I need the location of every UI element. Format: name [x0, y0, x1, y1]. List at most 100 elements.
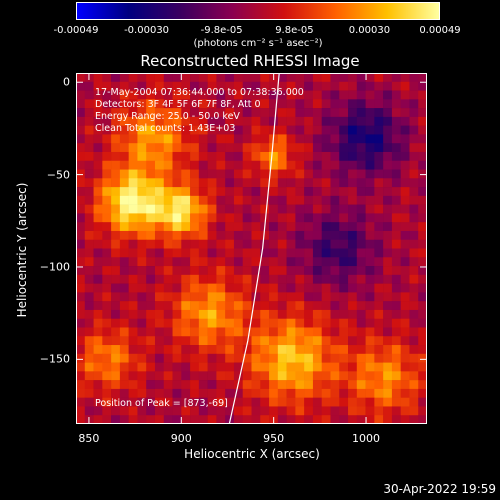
heatmap-cell	[260, 362, 270, 372]
heatmap-cell	[163, 248, 173, 258]
heatmap-cell	[365, 178, 375, 188]
heatmap-cell	[128, 257, 138, 267]
heatmap-cell	[190, 195, 200, 205]
heatmap-cell	[119, 90, 129, 100]
colorbar-tick-label: 9.8e-05	[275, 25, 314, 36]
heatmap-cell	[233, 178, 244, 188]
heatmap-cell	[304, 388, 314, 398]
heatmap-cell	[163, 318, 173, 328]
heatmap-cell	[418, 187, 427, 197]
heatmap-cell	[269, 345, 279, 355]
heatmap-cell	[128, 90, 138, 100]
heatmap-cell	[295, 362, 305, 372]
heatmap-cell	[128, 213, 138, 223]
heatmap-cell	[225, 371, 235, 381]
heatmap-cell	[251, 327, 261, 337]
heatmap-cell	[128, 362, 138, 372]
heatmap-cell	[242, 169, 252, 179]
heatmap-cell	[286, 309, 296, 320]
heatmap-cell	[111, 353, 121, 363]
heatmap-cell	[207, 380, 217, 390]
heatmap-cell	[163, 371, 173, 381]
heatmap-cell	[216, 125, 226, 135]
heatmap-cell	[321, 143, 331, 153]
heatmap-cell	[339, 90, 349, 100]
heatmap-cell	[207, 318, 217, 328]
heatmap-cell	[391, 116, 401, 126]
heatmap-cell	[190, 371, 200, 381]
heatmap-cell	[251, 108, 261, 118]
heatmap-cell	[111, 116, 121, 126]
heatmap-cell	[190, 230, 200, 241]
heatmap-cell	[207, 116, 217, 126]
heatmap-cell	[172, 160, 182, 170]
heatmap-cell	[374, 99, 384, 109]
heatmap-cell	[181, 380, 191, 390]
heatmap-cell	[365, 116, 375, 126]
heatmap-cell	[216, 99, 226, 109]
heatmap-cell	[295, 143, 305, 153]
heatmap-cell	[400, 125, 410, 135]
heatmap-cell	[163, 73, 173, 83]
heatmap-cell	[242, 125, 252, 135]
heatmap-cell	[225, 195, 235, 205]
heatmap-cell	[356, 99, 366, 109]
heatmap-cell	[119, 362, 129, 372]
heatmap-cell	[198, 353, 208, 363]
heatmap-cell	[409, 125, 419, 135]
heatmap-cell	[391, 160, 401, 170]
heatmap-cell	[198, 397, 208, 407]
heatmap-cell	[409, 301, 419, 311]
heatmap-cell	[356, 222, 366, 232]
heatmap-cell	[400, 415, 410, 424]
heatmap-cell	[225, 345, 235, 355]
heatmap-cell	[146, 301, 156, 311]
heatmap-cell	[277, 239, 287, 249]
heatmap-cell	[400, 160, 410, 170]
heatmap-cell	[269, 143, 279, 153]
heatmap-cell	[365, 195, 375, 205]
heatmap-cell	[400, 266, 410, 276]
heatmap-cell	[119, 204, 129, 214]
heatmap-cell	[383, 353, 393, 363]
heatmap-cell	[286, 187, 296, 197]
heatmap-cell	[119, 169, 129, 179]
heatmap-cell	[330, 204, 340, 214]
heatmap-cell	[348, 195, 358, 205]
heatmap-cell	[374, 81, 384, 91]
heatmap-cell	[312, 160, 323, 170]
heatmap-cell	[128, 143, 138, 153]
heatmap-cell	[163, 274, 173, 284]
heatmap-cell	[102, 257, 112, 267]
heatmap-cell	[111, 125, 121, 135]
heatmap-cell	[84, 283, 94, 293]
heatmap-cell	[374, 178, 384, 188]
heatmap-cell	[304, 397, 314, 407]
heatmap-cell	[137, 309, 147, 320]
heatmap-cell	[190, 292, 200, 302]
heatmap-cell	[251, 116, 261, 126]
heatmap-cell	[409, 230, 419, 241]
heatmap-cell	[76, 99, 86, 109]
heatmap-cell	[233, 292, 244, 302]
heatmap-cell	[295, 380, 305, 390]
heatmap-cell	[295, 257, 305, 267]
heatmap-cell	[137, 415, 147, 424]
heatmap-cell	[418, 301, 427, 311]
heatmap-cell	[348, 292, 358, 302]
heatmap-cell	[391, 222, 401, 232]
heatmap-cell	[207, 388, 217, 398]
heatmap-cell	[154, 336, 165, 346]
heatmap-cell	[400, 187, 410, 197]
heatmap-cell	[269, 371, 279, 381]
heatmap-cell	[348, 257, 358, 267]
heatmap-cell	[233, 283, 244, 293]
colorbar	[76, 2, 440, 20]
heatmap-cell	[128, 301, 138, 311]
heatmap-cell	[93, 353, 103, 363]
heatmap-cell	[84, 125, 94, 135]
heatmap-cell	[312, 125, 323, 135]
heatmap-cell	[348, 415, 358, 424]
heatmap-cell	[348, 143, 358, 153]
heatmap-cell	[304, 73, 314, 83]
